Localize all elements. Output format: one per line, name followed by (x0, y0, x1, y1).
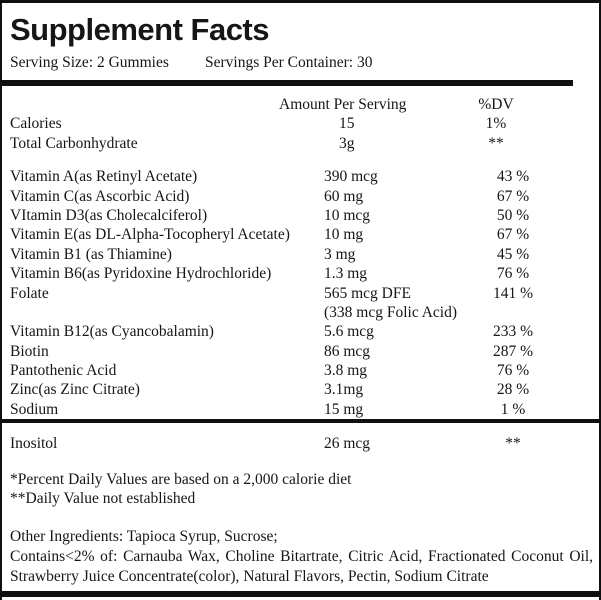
nutrient-dv: ** (488, 134, 504, 152)
nutrient-name: VItamin D3(as Cholecalciferol) (10, 206, 208, 224)
column-header-amount: Amount Per Serving (279, 96, 407, 113)
nutrient-amount: 15 mg (324, 400, 364, 418)
nutrient-amount: 86 mcg (324, 342, 371, 360)
nutrient-dv: 1% (485, 115, 507, 133)
nutrient-name: Vitamin A(as Retinyl Acetate) (10, 168, 198, 186)
table-header-row: Amount Per Serving %DV (2, 95, 599, 114)
nutrient-name: Vitamin B12(as Cyancobalamin) (10, 323, 214, 341)
nutrient-amount: 26 mcg (324, 435, 371, 453)
nutrient-dv: 1 % (500, 400, 526, 418)
nutrient-amount: 565 mcg DFE (338 mcg Folic Acid) (324, 284, 458, 321)
footnote-dv-not-established: **Daily Value not established (10, 490, 196, 508)
nutrient-name: Sodium (10, 400, 59, 418)
nutrient-amount: 3 mg (324, 245, 356, 263)
nutrient-dv: 76 % (496, 362, 530, 380)
nutrient-name: Folate (10, 284, 49, 302)
servings-per-container: Servings Per Container: 30 (205, 54, 373, 71)
nutrient-name: Vitamin B6(as Pyridoxine Hydrochloride) (10, 265, 272, 283)
nutrient-dv: 76 % (496, 265, 530, 283)
nutrient-name: Biotin (10, 342, 49, 360)
nutrient-name: Inositol (10, 435, 58, 453)
nutrient-dv: 43 % (496, 168, 530, 186)
table-row: VItamin D3(as Cholecalciferol) 10 mcg 50… (2, 206, 599, 225)
footnote-percent-dv: *Percent Daily Values are based on a 2,0… (10, 470, 352, 488)
nutrient-name: Vitamin E(as DL-Alpha-Tocopheryl Acetate… (10, 226, 290, 244)
table-row: Vitamin B6(as Pyridoxine Hydrochloride) … (2, 264, 599, 283)
table-row: Vitamin C(as Ascorbic Acid) 60 mg 67 % (2, 187, 599, 206)
divider-thick-top (2, 80, 573, 86)
contains-less-than-2pct: Contains<2% of: Carnauba Wax, Choline Bi… (10, 548, 593, 586)
serving-size: Serving Size: 2 Gummies (10, 54, 169, 71)
other-ingredients-line: Other Ingredients: Tapioca Syrup, Sucros… (10, 528, 278, 546)
nutrient-dv: 28 % (496, 381, 530, 399)
table-row: Vitamin A(as Retinyl Acetate) 390 mcg 43… (2, 167, 599, 186)
nutrient-dv: 287 % (492, 342, 534, 360)
nutrient-dv: 67 % (496, 226, 530, 244)
table-row: Calories 15 1% (2, 114, 599, 133)
table-row: Vitamin B12(as Cyancobalamin) 5.6 mcg 23… (2, 322, 599, 341)
divider-thick-middle (2, 419, 599, 424)
table-row: Total Carbonhydrate 3g ** (2, 134, 599, 153)
page-title: Supplement Facts (10, 12, 270, 47)
divider-thick-bottom (2, 591, 599, 597)
table-row: Sodium 15 mg 1 % (2, 400, 599, 419)
table-row: Biotin 86 mcg 287 % (2, 342, 599, 361)
nutrient-amount: 3g (339, 134, 355, 152)
nutrient-dv: 67 % (496, 187, 530, 205)
nutrient-name: Vitamin B1 (as Thiamine) (10, 245, 172, 263)
nutrient-name: Calories (10, 115, 62, 133)
table-row: Vitamin B1 (as Thiamine) 3 mg 45 % (2, 245, 599, 264)
nutrient-amount: 10 mcg (324, 206, 371, 224)
nutrient-amount: 390 mcg (324, 168, 378, 186)
nutrient-amount: 10 mg (324, 226, 364, 244)
serving-info: Serving Size: 2 Gummies Servings Per Con… (10, 53, 599, 73)
nutrient-name: Total Carbonhydrate (10, 134, 138, 152)
nutrient-name: Vitamin C(as Ascorbic Acid) (10, 187, 190, 205)
facts-table: Amount Per Serving %DV Calories 15 1% To… (2, 95, 599, 454)
nutrient-dv: 141 % (492, 284, 534, 302)
other-ingredients: Other Ingredients: Tapioca Syrup, Sucros… (2, 527, 599, 587)
nutrient-amount: 15 (339, 115, 355, 133)
nutrient-dv: ** (505, 435, 521, 453)
column-header-dv: %DV (478, 96, 514, 113)
nutrient-amount: 3.1mg (324, 381, 364, 399)
nutrient-amount: 60 mg (324, 187, 364, 205)
table-row: Folate 565 mcg DFE (338 mcg Folic Acid) … (2, 284, 599, 323)
nutrient-amount-note: (338 mcg Folic Acid) (324, 303, 458, 321)
nutrient-name: Zinc(as Zinc Citrate) (10, 381, 140, 399)
nutrient-name: Pantothenic Acid (10, 362, 117, 380)
nutrient-dv: 45 % (496, 245, 530, 263)
nutrient-dv: 50 % (496, 206, 530, 224)
footnotes: *Percent Daily Values are based on a 2,0… (10, 470, 599, 509)
nutrient-dv: 233 % (492, 323, 534, 341)
table-row: Pantothenic Acid 3.8 mg 76 % (2, 361, 599, 380)
table-row: Vitamin E(as DL-Alpha-Tocopheryl Acetate… (2, 225, 599, 244)
nutrient-amount: 3.8 mg (324, 362, 368, 380)
nutrient-amount: 5.6 mcg (324, 323, 374, 341)
table-row: Zinc(as Zinc Citrate) 3.1mg 28 % (2, 380, 599, 399)
table-row: Inositol 26 mcg ** (2, 434, 599, 453)
nutrient-amount: 1.3 mg (324, 265, 368, 283)
